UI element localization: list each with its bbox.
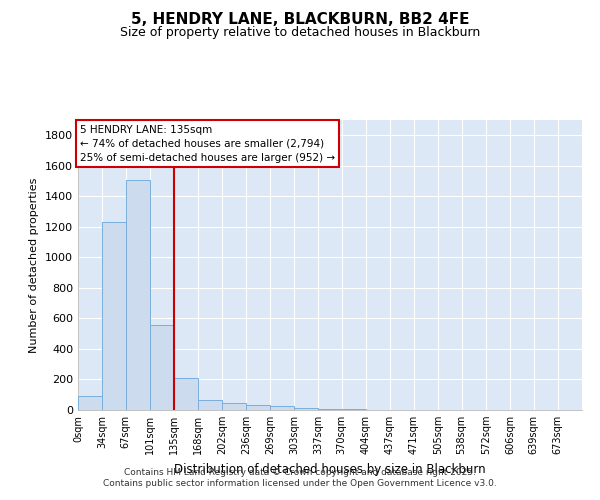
Y-axis label: Number of detached properties: Number of detached properties: [29, 178, 40, 352]
Bar: [342, 409, 366, 410]
X-axis label: Distribution of detached houses by size in Blackburn: Distribution of detached houses by size …: [174, 462, 486, 475]
Bar: [126, 180, 150, 410]
Bar: [150, 324, 174, 410]
Bar: [318, 409, 343, 410]
Bar: [102, 222, 127, 410]
Bar: [198, 400, 222, 410]
Text: 5 HENDRY LANE: 135sqm
← 74% of detached houses are smaller (2,794)
25% of semi-d: 5 HENDRY LANE: 135sqm ← 74% of detached …: [80, 124, 335, 162]
Bar: [246, 404, 271, 410]
Text: Size of property relative to detached houses in Blackburn: Size of property relative to detached ho…: [120, 26, 480, 39]
Text: Contains HM Land Registry data © Crown copyright and database right 2025.
Contai: Contains HM Land Registry data © Crown c…: [103, 468, 497, 487]
Bar: [270, 406, 294, 410]
Bar: [78, 396, 102, 410]
Text: 5, HENDRY LANE, BLACKBURN, BB2 4FE: 5, HENDRY LANE, BLACKBURN, BB2 4FE: [131, 12, 469, 28]
Bar: [174, 378, 199, 410]
Bar: [222, 403, 246, 410]
Bar: [294, 408, 318, 410]
